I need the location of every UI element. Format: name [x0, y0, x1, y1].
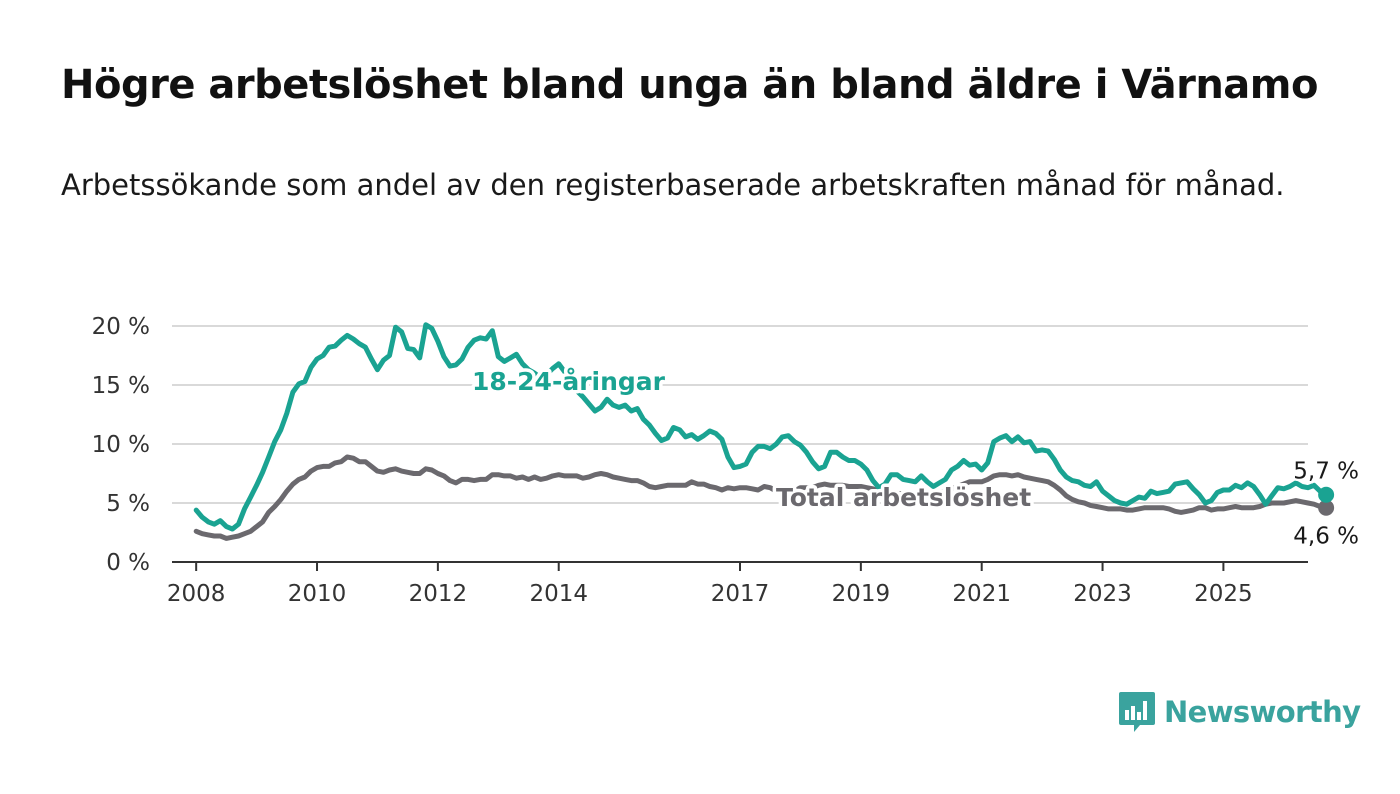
series-labels: 18-24-åringar Total arbetslöshet 5,7 % 4,6 … — [469, 364, 1362, 553]
series-line-total — [193, 454, 1329, 541]
x-tick-label: 2010 — [288, 581, 347, 607]
series-label-18-24: 18-24-åringar — [472, 367, 666, 396]
x-tick-label: 2023 — [1073, 581, 1132, 607]
brand-logo: Newsworthy — [1118, 690, 1361, 734]
x-tick-label: 2025 — [1194, 581, 1253, 607]
y-tick-label: 20 % — [92, 314, 150, 340]
end-markers — [1318, 486, 1335, 516]
y-tick-label: 5 % — [106, 491, 150, 517]
chart-title: Högre arbetslöshet bland unga än bland ä… — [61, 62, 1318, 108]
end-dot-18-24 — [1318, 486, 1335, 503]
x-tick-label: 2019 — [832, 581, 891, 607]
x-tick-label: 2021 — [952, 581, 1011, 607]
end-dot-total — [1318, 499, 1335, 516]
x-axis-ticks: 2008 2010 2012 2014 2017 2019 2021 2023 2025 — [167, 562, 1253, 607]
gridlines — [172, 325, 1308, 504]
y-tick-label: 15 % — [92, 373, 150, 399]
series-lines — [193, 322, 1329, 541]
x-tick-label: 2017 — [711, 581, 770, 607]
y-axis-ticks: 0 % 5 % 10 % 15 % 20 % — [92, 314, 150, 576]
brand-name: Newsworthy — [1164, 695, 1361, 729]
series-line-18-24 — [193, 322, 1329, 532]
series-label-total: Total arbetslöshet — [776, 483, 1031, 512]
y-tick-label: 0 % — [106, 550, 150, 576]
end-label-18-24: 5,7 % — [1293, 459, 1359, 485]
x-tick-label: 2012 — [409, 581, 468, 607]
bar-chart-speech-bubble-icon — [1119, 692, 1155, 732]
x-tick-label: 2008 — [167, 581, 226, 607]
end-label-total: 4,6 % — [1293, 524, 1359, 550]
chart-subtitle: Arbetssökande som andel av den registerb… — [61, 168, 1285, 202]
y-tick-label: 10 % — [92, 432, 150, 458]
x-tick-label: 2014 — [529, 581, 588, 607]
